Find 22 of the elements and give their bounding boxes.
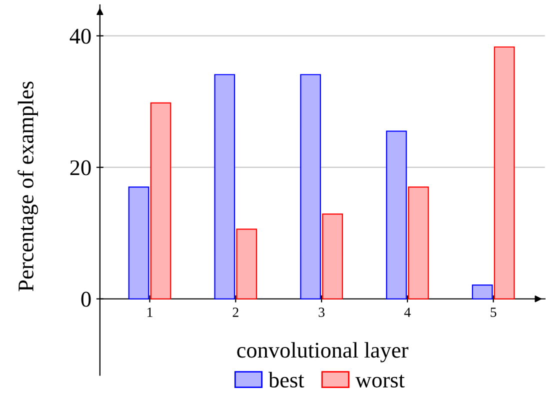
y-axis-title: Percentage of examples	[18, 82, 38, 292]
y-tick-label: 20	[70, 160, 91, 176]
x-tick-label: 1	[147, 308, 152, 317]
x-tick-label: 5	[490, 308, 496, 317]
y-tick-label: 0	[81, 292, 91, 307]
x-tick-label: 3	[318, 308, 324, 317]
bar	[386, 130, 407, 300]
legend-label: worst	[355, 374, 405, 388]
x-axis-title: convolutional layer	[237, 342, 408, 362]
bar	[128, 186, 150, 300]
bar	[472, 284, 493, 300]
legend-label: best	[268, 372, 304, 388]
bar	[408, 186, 429, 300]
bar	[322, 213, 343, 300]
bar	[300, 74, 321, 300]
x-tick-label: 2	[232, 308, 238, 317]
bar	[214, 74, 236, 300]
bar	[494, 46, 515, 300]
bar	[236, 228, 258, 300]
y-tick-label: 40	[70, 28, 91, 44]
bar	[150, 102, 172, 300]
x-tick-label: 4	[404, 308, 411, 317]
